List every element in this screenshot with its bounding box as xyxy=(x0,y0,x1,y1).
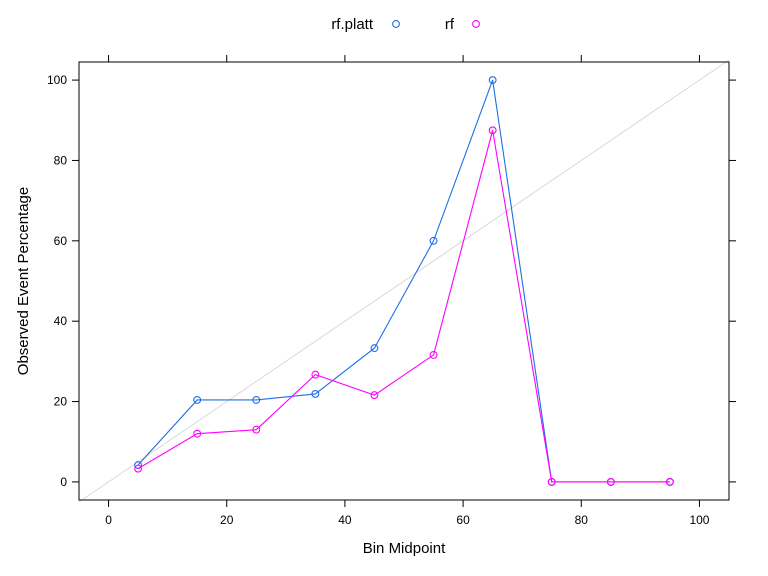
data-point-rf-platt xyxy=(252,395,261,404)
data-point-rf-platt xyxy=(429,236,438,245)
legend-label-rf-platt: rf.platt xyxy=(331,16,374,33)
series-layer xyxy=(134,76,674,486)
x-tick-label: 40 xyxy=(338,513,352,527)
axis-ticks: 0 20 40 60 80 100 0 20 40 60 80 100 xyxy=(47,55,736,527)
data-point-rf xyxy=(193,429,202,438)
x-tick-label: 100 xyxy=(689,513,709,527)
data-point-rf xyxy=(370,391,379,400)
y-tick-label: 100 xyxy=(47,73,67,87)
y-tick-label: 80 xyxy=(54,153,68,167)
legend-marker-rf-platt xyxy=(392,20,400,28)
data-point-rf xyxy=(488,126,497,135)
legend-label-rf: rf xyxy=(445,16,455,33)
data-point-rf xyxy=(606,477,615,486)
data-point-rf xyxy=(429,350,438,359)
data-point-rf xyxy=(134,464,143,473)
data-point-rf-platt xyxy=(370,344,379,353)
plot-frame xyxy=(78,61,730,501)
data-point-rf xyxy=(311,370,320,379)
x-tick-label: 80 xyxy=(575,513,589,527)
data-point-rf-platt xyxy=(311,389,320,398)
x-tick-label: 0 xyxy=(105,513,112,527)
y-axis-title: Observed Event Percentage xyxy=(15,187,32,375)
data-point-rf-platt xyxy=(488,76,497,85)
x-tick-label: 60 xyxy=(456,513,470,527)
y-tick-label: 40 xyxy=(54,314,68,328)
x-axis-title: Bin Midpoint xyxy=(363,540,446,557)
x-tick-label: 20 xyxy=(220,513,234,527)
data-point-rf xyxy=(252,425,261,434)
y-tick-label: 20 xyxy=(54,395,68,409)
series-line-rf xyxy=(137,130,670,483)
data-point-rf xyxy=(547,477,556,486)
data-point-rf-platt xyxy=(193,395,202,404)
reference-diagonal-line xyxy=(78,59,730,503)
y-tick-label: 60 xyxy=(54,234,68,248)
y-tick-label: 0 xyxy=(60,475,67,489)
legend: rf.platt rf xyxy=(331,16,480,33)
data-point-rf xyxy=(665,477,674,486)
legend-marker-rf xyxy=(472,20,480,28)
